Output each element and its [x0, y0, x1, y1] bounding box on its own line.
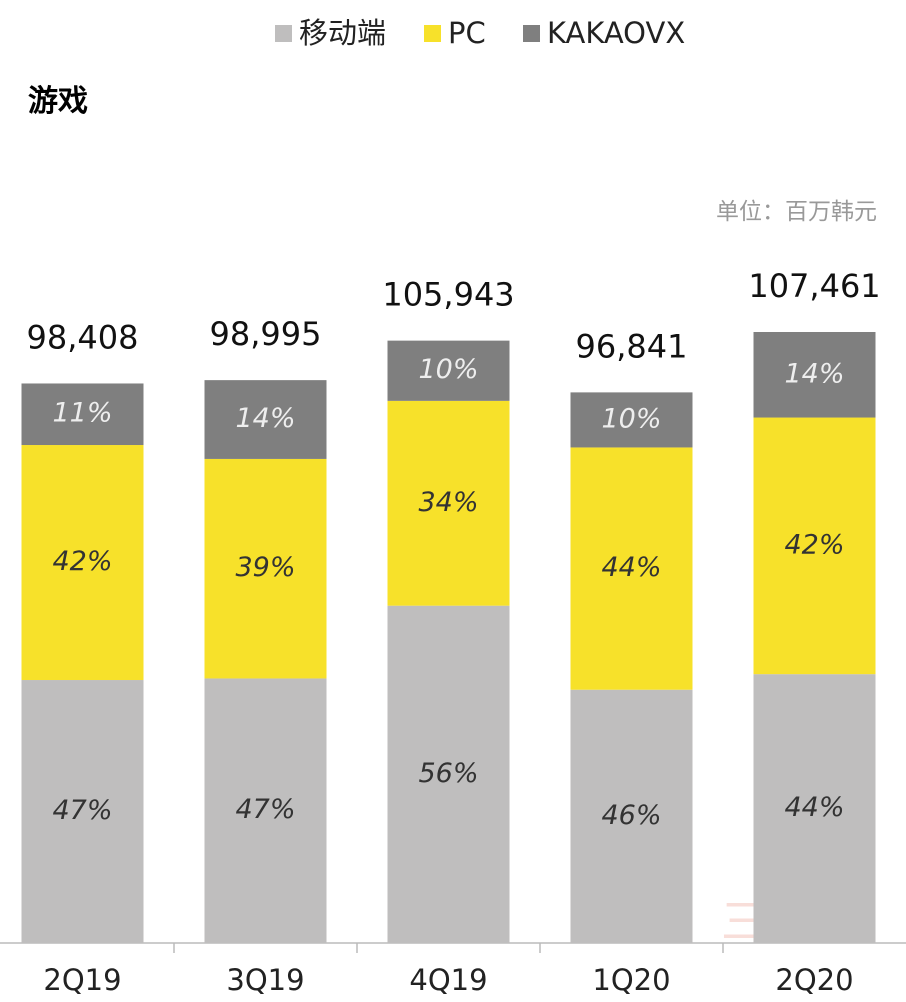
value-label: 10% — [418, 354, 478, 385]
legend-label: KAKAOVX — [547, 16, 685, 50]
value-label: 11% — [52, 398, 112, 429]
x-tick-label: 3Q19 — [226, 963, 304, 997]
value-label: 44% — [601, 552, 661, 583]
bar-segment — [387, 340, 510, 401]
value-label: 56% — [418, 758, 478, 789]
legend-swatch — [275, 25, 292, 42]
x-tick-label: 2Q19 — [43, 963, 121, 997]
x-tick-label: 1Q20 — [592, 963, 670, 997]
value-label: 42% — [52, 546, 112, 577]
bar-segment — [387, 400, 510, 606]
x-tick-label: 4Q19 — [409, 963, 487, 997]
bar-segment — [753, 674, 876, 943]
bar-segment — [21, 383, 144, 446]
value-label: 47% — [235, 794, 295, 825]
chart-subtitle: 游戏 — [28, 84, 88, 119]
value-label: 34% — [418, 487, 478, 518]
value-label: 44% — [784, 792, 844, 823]
total-label: 105,943 — [382, 276, 514, 314]
bar-segment — [753, 332, 876, 418]
bar-segment — [387, 605, 510, 943]
total-label: 98,408 — [27, 318, 139, 356]
bar-segment — [753, 417, 876, 675]
value-label: 10% — [601, 403, 661, 434]
bar-segment — [21, 445, 144, 681]
legend-swatch — [424, 25, 441, 42]
bar-segment — [204, 678, 327, 943]
value-label: 42% — [784, 529, 844, 560]
bar-segment — [204, 458, 327, 679]
value-label: 14% — [235, 403, 295, 434]
bar-segment — [570, 392, 693, 448]
legend-swatch — [523, 25, 540, 42]
value-label: 46% — [601, 800, 661, 831]
bar-segment — [570, 689, 693, 943]
legend-label: PC — [448, 16, 486, 50]
total-label: 98,995 — [210, 315, 322, 353]
total-label: 96,841 — [576, 327, 688, 365]
bar-segment — [570, 447, 693, 690]
bar-segment — [204, 380, 327, 459]
bar-segment — [21, 680, 144, 943]
value-label: 39% — [235, 552, 295, 583]
total-label: 107,461 — [748, 267, 880, 305]
value-label: 47% — [52, 795, 112, 826]
x-tick-label: 2Q20 — [775, 963, 853, 997]
legend-label: 移动端 — [299, 16, 386, 50]
unit-note: 单位：百万韩元 — [716, 199, 877, 225]
value-label: 14% — [784, 358, 844, 389]
